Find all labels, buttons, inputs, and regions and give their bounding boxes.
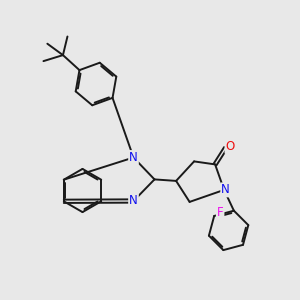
Text: N: N — [129, 151, 138, 164]
Text: N: N — [129, 194, 138, 208]
Text: F: F — [217, 206, 224, 219]
Text: O: O — [226, 140, 235, 153]
Text: N: N — [221, 183, 230, 196]
